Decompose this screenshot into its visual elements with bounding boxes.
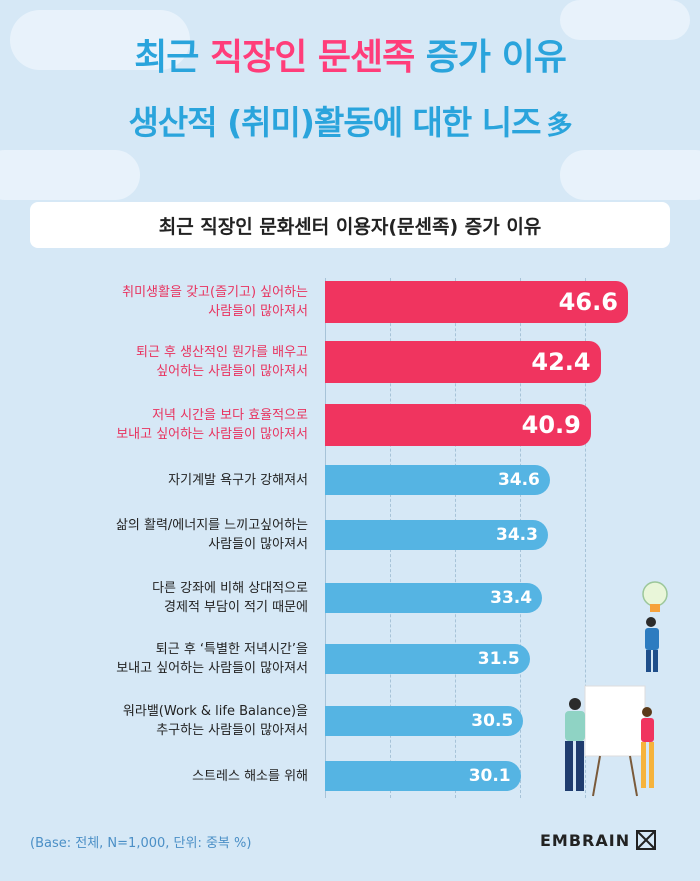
bar: 40.9 <box>325 404 591 446</box>
lightbulb-person-illustration <box>642 581 668 672</box>
bar: 46.6 <box>325 281 628 323</box>
cloud-decoration <box>0 150 140 200</box>
brand-logo: EMBRAIN <box>540 830 657 850</box>
bar: 31.5 <box>325 644 530 674</box>
cloud-decoration <box>10 10 190 70</box>
category-label-line: 퇴근 후 생산적인 뭔가를 배우고 <box>135 345 308 360</box>
category-label-line: 워라밸(Work & life Balance)을 <box>122 704 308 719</box>
category-label-line: 사람들이 많아져서 <box>208 537 308 552</box>
category-label: 스트레스 해소를 위해 <box>8 767 308 786</box>
title-highlight: 직장인 문센족 <box>209 37 415 78</box>
bar: 34.6 <box>325 465 550 495</box>
bar: 30.5 <box>325 706 524 736</box>
embrain-mark-icon <box>636 830 657 850</box>
bar: 42.4 <box>325 341 601 383</box>
cloud-decoration <box>560 0 690 40</box>
data-label: 30.5 <box>471 711 514 731</box>
grid-line <box>585 278 586 798</box>
category-label-line: 싶어하는 사람들이 많아져서 <box>156 364 308 379</box>
data-label: 42.4 <box>531 348 591 376</box>
data-label: 33.4 <box>490 588 533 608</box>
category-label-line: 퇴근 후 ‘특별한 저녁시간’을 <box>155 642 308 657</box>
data-label: 34.6 <box>497 470 540 490</box>
category-label-line: 경제적 부담이 적기 때문에 <box>164 600 308 615</box>
category-label-line: 스트레스 해소를 위해 <box>192 768 308 784</box>
main-title: 최근 직장인 문센족 증가 이유 <box>0 28 700 80</box>
category-label-line: 저녁 시간을 보다 효율적으로 <box>152 408 308 423</box>
data-label: 40.9 <box>521 411 581 439</box>
title-part2: 증가 이유 <box>425 37 567 78</box>
whiteboard-presentation-illustration <box>565 685 654 797</box>
category-label-line: 보내고 싶어하는 사람들이 많아져서 <box>116 427 308 442</box>
sub-headline-main: 생산적 (취미)활동에 대한 니즈 <box>128 103 542 142</box>
bar: 33.4 <box>325 583 543 613</box>
sub-headline-suffix: 多 <box>546 111 572 141</box>
sub-headline: 생산적 (취미)활동에 대한 니즈 多 <box>0 96 700 144</box>
chart-title: 최근 직장인 문화센터 이용자(문센족) 증가 이유 <box>30 202 670 248</box>
data-label: 31.5 <box>477 649 520 669</box>
category-label-line: 다른 강좌에 비해 상대적으로 <box>152 581 308 596</box>
category-label-line: 보내고 싶어하는 사람들이 많아져서 <box>116 661 308 676</box>
bar: 30.1 <box>325 761 521 791</box>
category-label-line: 사람들이 많아져서 <box>208 304 308 319</box>
footnote: (Base: 전체, N=1,000, 단위: 중복 %) <box>30 836 252 851</box>
data-label: 34.3 <box>495 525 538 545</box>
data-label: 30.1 <box>468 766 511 786</box>
brand-name: EMBRAIN <box>540 830 631 850</box>
category-label: 자기계발 욕구가 강해져서 <box>8 471 308 490</box>
category-label-line: 추구하는 사람들이 많아져서 <box>156 723 308 738</box>
category-label-line: 삶의 활력/에너지를 느끼고싶어하는 <box>115 518 308 533</box>
cloud-decoration <box>560 150 700 200</box>
bar: 34.3 <box>325 520 548 550</box>
category-label-line: 자기계발 욕구가 강해져서 <box>168 472 308 488</box>
category-label-line: 취미생활을 갖고(즐기고) 싶어하는 <box>122 285 308 300</box>
data-label: 46.6 <box>558 288 618 316</box>
title-part1: 최근 <box>134 37 199 78</box>
